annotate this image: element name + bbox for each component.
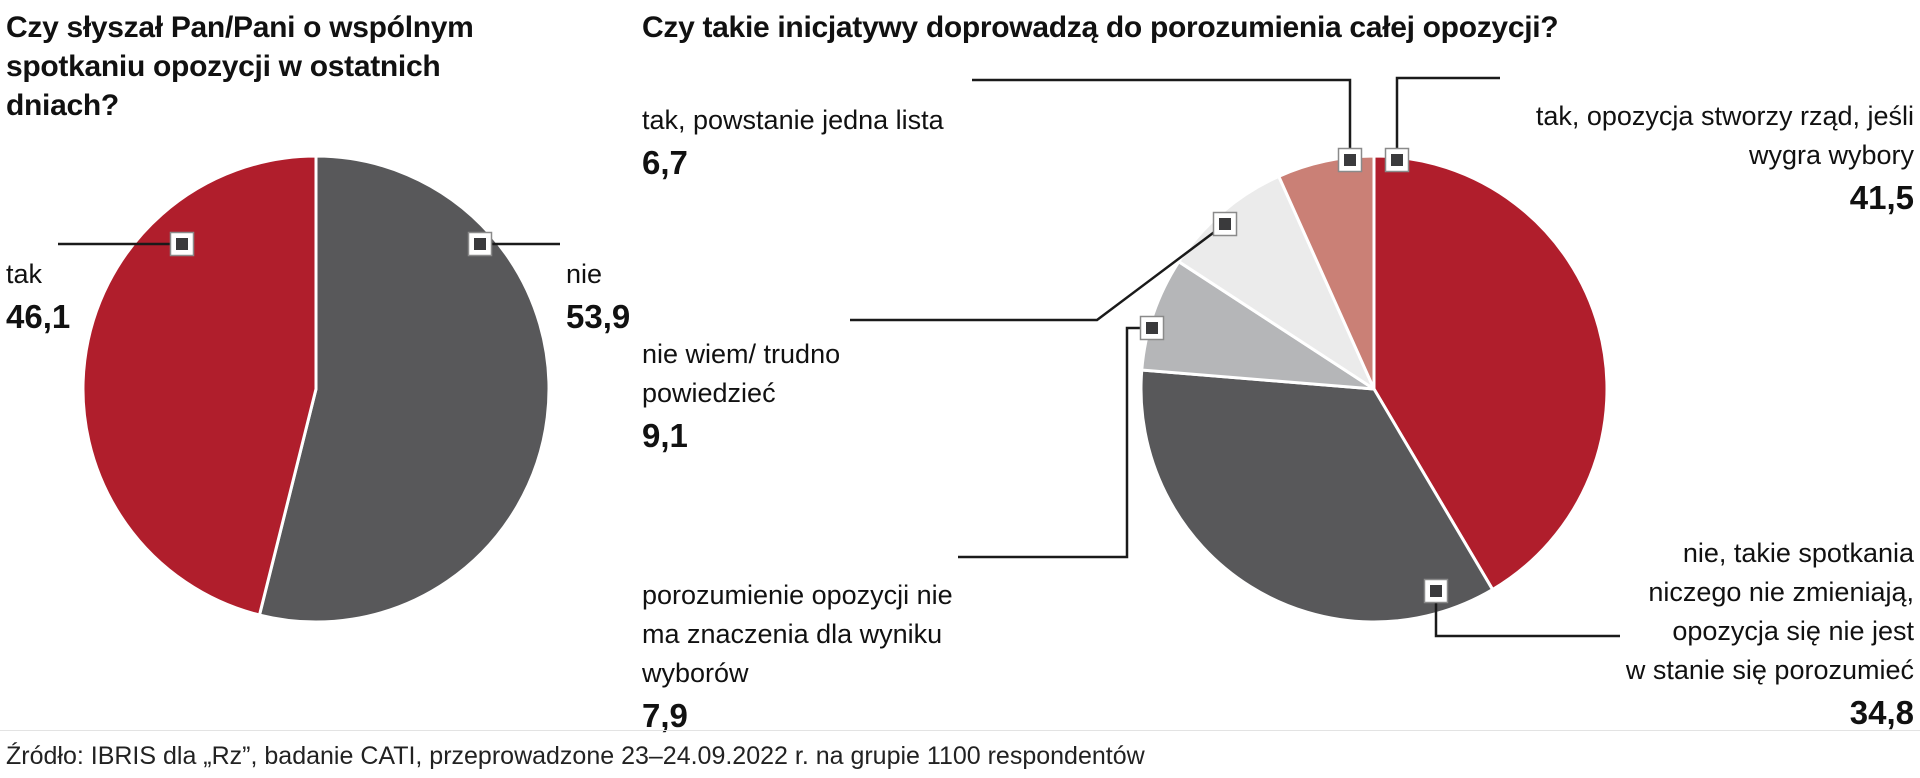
pie-right-slice-4 — [1277, 154, 1376, 391]
callout-tak-label: tak — [6, 259, 43, 289]
callout-nie-wiem: nie wiem/ trudno powiedzieć 9,1 — [642, 296, 840, 495]
pie-right-slice-1 — [1139, 368, 1495, 624]
pie-left-slice-1 — [81, 154, 318, 617]
marker-porozumienie — [1146, 322, 1158, 334]
callout-jedna-lista-label: tak, powstanie jedna lista — [642, 105, 944, 135]
left-chart-title: Czy słyszał Pan/Pani o wspólnym spotkani… — [6, 11, 474, 122]
callout-stworzy-rzad-label: tak, opozycja stworzy rząd, jeśli wygra … — [1535, 101, 1914, 170]
marker-jedna-lista — [1344, 154, 1356, 166]
connector-jedna-lista — [972, 78, 1352, 149]
callout-stworzy-rzad-value: 41,5 — [1849, 179, 1914, 216]
marker-stworzy-rzad — [1391, 154, 1403, 166]
callout-nie-wiem-value: 9,1 — [642, 417, 688, 454]
pie-left-slice-0 — [257, 154, 551, 624]
pie-right-slice-0 — [1372, 154, 1609, 592]
callout-porozumienie-value: 7,9 — [642, 697, 688, 734]
right-chart-title: Czy takie inicjatywy doprowadzą do poroz… — [642, 11, 1559, 44]
source-note: Źródło: IBRIS dla „Rz”, badanie CATI, pr… — [6, 742, 1145, 770]
callout-nie: nie 53,9 — [566, 216, 630, 376]
callout-nie-takie: nie, takie spotkania niczego nie zmienia… — [1626, 495, 1914, 772]
marker-tak — [176, 238, 188, 250]
callout-nie-wiem-label: nie wiem/ trudno powiedzieć — [642, 339, 841, 408]
callout-tak: tak 46,1 — [6, 216, 70, 376]
callout-jedna-lista: tak, powstanie jedna lista 6,7 — [642, 62, 944, 222]
callout-nie-label: nie — [566, 259, 603, 289]
callout-nie-takie-label: nie, takie spotkania niczego nie zmienia… — [1625, 538, 1914, 685]
connector-porozumienie — [958, 326, 1141, 559]
callout-nie-takie-value: 34,8 — [1849, 694, 1914, 731]
pie-right-slice-2 — [1140, 260, 1376, 391]
callout-stworzy-rzad: tak, opozycja stworzy rząd, jeśli wygra … — [1536, 58, 1914, 257]
callout-tak-value: 46,1 — [6, 298, 71, 335]
marker-nie — [474, 238, 486, 250]
callout-porozumienie-label: porozumienie opozycji nie ma znaczenia d… — [642, 580, 953, 688]
marker-nie-takie — [1430, 585, 1442, 597]
callout-nie-value: 53,9 — [566, 298, 631, 335]
callout-jedna-lista-value: 6,7 — [642, 144, 688, 181]
connector-stworzy-rzad — [1395, 76, 1500, 149]
connector-nie-takie — [1434, 602, 1620, 638]
marker-nie-wiem — [1219, 218, 1231, 230]
divider-line — [0, 730, 1920, 731]
connector-nie-wiem — [850, 223, 1226, 322]
callout-porozumienie: porozumienie opozycji nie ma znaczenia d… — [642, 537, 953, 775]
